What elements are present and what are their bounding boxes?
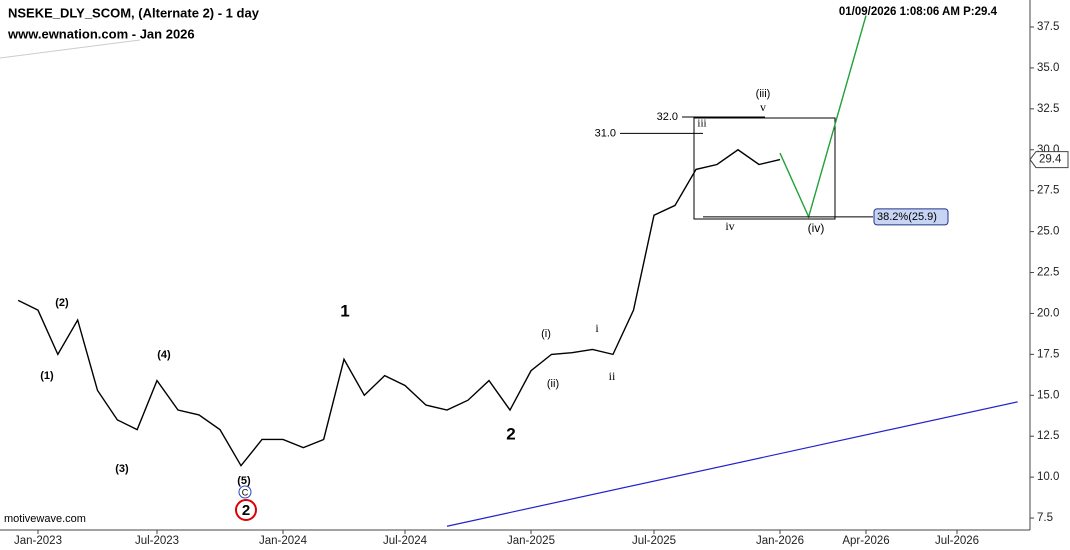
decor-line bbox=[0, 39, 141, 59]
level-label: 32.0 bbox=[657, 111, 678, 123]
x-tick-label: Jan-2023 bbox=[14, 535, 62, 547]
y-tick-label: 10.0 bbox=[1037, 471, 1059, 483]
wave-box bbox=[693, 117, 836, 220]
x-tick-label: Jul-2023 bbox=[135, 535, 179, 547]
y-tick-label: 15.0 bbox=[1037, 389, 1059, 401]
wave-label: ii bbox=[609, 369, 616, 383]
wave-label: (iv) bbox=[808, 221, 825, 235]
level-box bbox=[873, 208, 949, 226]
price-line bbox=[17, 148, 781, 467]
x-tick-label: Jul-2025 bbox=[632, 535, 676, 547]
watermark: motivewave.com bbox=[4, 513, 86, 525]
wave-label: (ii) bbox=[547, 378, 559, 390]
wave-label: (5) bbox=[237, 475, 251, 487]
annotation-circle bbox=[235, 499, 257, 521]
wave-label: 2 bbox=[242, 502, 250, 519]
wave-label: (3) bbox=[115, 463, 129, 475]
wave-label: (4) bbox=[157, 349, 171, 361]
wave-label: (1) bbox=[40, 370, 54, 382]
wave-label: iv bbox=[725, 219, 734, 233]
wave-label: 1 bbox=[340, 301, 349, 320]
wave-label: i bbox=[595, 321, 599, 335]
wave-label: C bbox=[242, 487, 249, 497]
x-tick-label: Jan-2025 bbox=[507, 535, 555, 547]
x-tick-label: Jul-2026 bbox=[935, 535, 979, 547]
wave-label: iii bbox=[697, 118, 706, 130]
y-tick-label: 27.5 bbox=[1037, 185, 1059, 197]
y-tick-label: 7.5 bbox=[1037, 512, 1053, 524]
wave-label: (i) bbox=[541, 328, 551, 340]
x-tick-label: Apr-2026 bbox=[842, 535, 889, 547]
last-price-label: 29.4 bbox=[1039, 154, 1062, 166]
y-tick-label: 12.5 bbox=[1037, 430, 1059, 442]
y-tick-label: 17.5 bbox=[1037, 348, 1059, 360]
timestamp: 01/09/2026 1:08:06 AM P:29.4 bbox=[839, 6, 998, 18]
x-tick-label: Jul-2024 bbox=[383, 535, 428, 547]
level-label: 31.0 bbox=[595, 127, 616, 139]
chart-subtitle: www.ewnation.com - Jan 2026 bbox=[7, 26, 195, 41]
y-tick-label: 37.5 bbox=[1037, 21, 1059, 33]
x-tick-label: Jan-2024 bbox=[259, 535, 308, 547]
wave-label: v bbox=[760, 100, 766, 114]
y-tick-label: 20.0 bbox=[1037, 307, 1059, 319]
last-price-tag bbox=[1029, 151, 1069, 169]
wave-label: 2 bbox=[506, 424, 515, 443]
y-tick-label: 25.0 bbox=[1037, 226, 1059, 238]
y-tick-label: 32.5 bbox=[1037, 103, 1059, 115]
annotation-circle bbox=[238, 485, 252, 499]
chart-title: NSEKE_DLY_SCOM, (Alternate 2) - 1 day bbox=[8, 5, 260, 20]
y-tick-label: 22.5 bbox=[1037, 267, 1059, 279]
y-tick-label: 35.0 bbox=[1037, 62, 1059, 74]
level-label: 38.2%(25.9) bbox=[877, 211, 937, 223]
wave-label: (iii) bbox=[756, 88, 771, 100]
trendline bbox=[446, 401, 1018, 527]
x-tick-label: Jan-2026 bbox=[756, 535, 804, 547]
wave-label: (2) bbox=[55, 297, 69, 309]
